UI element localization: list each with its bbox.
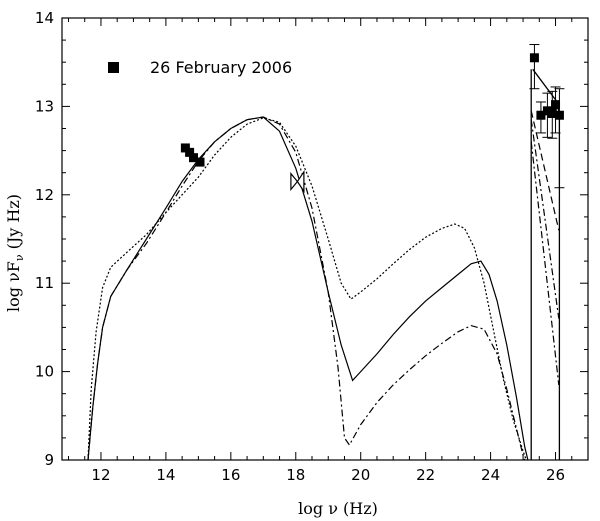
data-point (529, 53, 539, 63)
data-point (536, 110, 546, 120)
y-tick-label: 13 (35, 97, 54, 115)
y-tick-label: 11 (35, 274, 54, 292)
tev-model-b-line (530, 119, 560, 319)
y-axis-label-main: log νF (4, 261, 23, 312)
x-tick-label: 24 (481, 466, 500, 484)
x-tick-label: 22 (416, 466, 435, 484)
x-tick-label: 16 (221, 466, 240, 484)
model-1-line (87, 116, 529, 460)
axis-ticks: 12 14 16 18 20 22 24 26 9 10 11 12 13 14 (35, 9, 589, 484)
data-point (189, 153, 198, 163)
model-curves (87, 68, 561, 460)
y-tick-label: 9 (44, 451, 54, 469)
legend-marker (108, 62, 119, 73)
legend: 26 February 2006 (108, 58, 292, 77)
y-axis-label-subscript: ν (13, 254, 26, 261)
x-tick-label: 26 (546, 466, 565, 484)
y-axis-label-unit: (Jy Hz) (4, 194, 23, 255)
data-point (551, 100, 561, 110)
data-point (195, 157, 205, 167)
data-point (547, 108, 557, 118)
y-tick-label: 14 (35, 9, 54, 27)
x-tick-label: 14 (156, 466, 175, 484)
tev-model-a-line (530, 110, 560, 231)
observed-data (180, 44, 565, 194)
y-tick-label: 12 (35, 186, 54, 204)
x-tick-label: 18 (286, 466, 305, 484)
xray-bowtie (290, 169, 305, 194)
legend-label: 26 February 2006 (150, 58, 292, 77)
y-axis-label: log νFν (Jy Hz) (4, 194, 26, 312)
y-tick-label: 10 (35, 363, 54, 381)
model-2-line (87, 117, 527, 460)
data-point (542, 106, 552, 116)
x-tick-label: 12 (91, 466, 110, 484)
tev-model-c-line (530, 141, 560, 385)
data-point (185, 147, 195, 157)
x-axis-label: log ν (Hz) (298, 499, 378, 518)
data-point (554, 110, 564, 120)
model-3-line (87, 116, 526, 460)
x-tick-label: 20 (351, 466, 370, 484)
